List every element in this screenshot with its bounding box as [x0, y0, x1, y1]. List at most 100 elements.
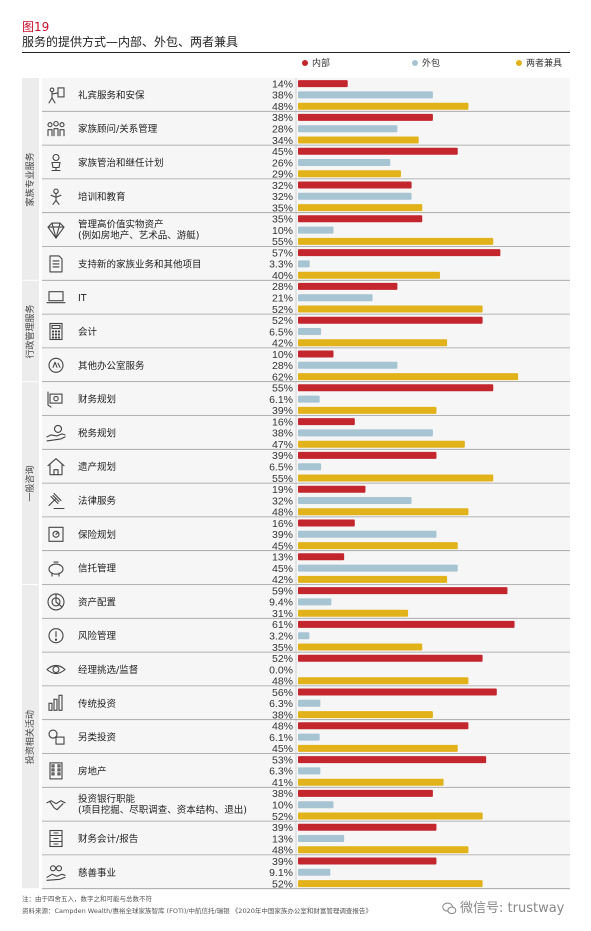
bar-internal: [298, 249, 501, 257]
value-label-both: 55%: [272, 473, 293, 485]
group-band-3: [22, 382, 39, 584]
bar-outsourced: [298, 835, 345, 842]
value-label-outsourced: 6.1%: [269, 732, 293, 744]
group-label-2: 行政管理服务: [24, 304, 36, 358]
bar-both: [298, 677, 469, 685]
bar-internal: [298, 857, 437, 865]
category-row-22: 投资银行职能(项目挖掘、尽职调查、资本结构、退出) 38%10%52%: [42, 787, 570, 823]
bar-chart-icon: [48, 694, 63, 711]
category-row-11: 税务规划 16%38%47%: [42, 416, 570, 451]
category-label: 家族管治和继任计划: [78, 157, 164, 169]
value-label-outsourced: 39%: [272, 529, 293, 541]
concierge-icon: [48, 87, 65, 104]
category-row-18: 经理挑选/监督 52%0.0%48%: [42, 652, 570, 688]
category-label: 风险管理: [78, 630, 117, 642]
value-label-outsourced: 10%: [272, 225, 293, 237]
bar-both: [298, 643, 423, 651]
category-label: 另类投资: [78, 732, 117, 744]
category-label-line-1: 管理高价值实物资产: [78, 219, 164, 231]
bar-internal: [298, 316, 483, 324]
category-label: 慈善事业: [78, 867, 116, 879]
category-row-13: 法律服务 19%32%48%: [42, 483, 570, 519]
bar-both: [298, 136, 419, 144]
bar-internal: [298, 350, 334, 358]
category-label: 会计: [78, 326, 98, 338]
laptop-icon: [46, 291, 66, 304]
legend-item-both: 两者兼具: [516, 56, 562, 69]
diamond-icon: [47, 222, 65, 239]
bar-outsourced: [298, 463, 322, 471]
bar-internal: [298, 80, 348, 88]
value-label-both: 52%: [272, 304, 293, 316]
legend-item-outsourced: 外包: [412, 56, 440, 69]
bar-internal: [298, 553, 345, 561]
group-label-4: 投资相关活动: [24, 710, 36, 764]
bar-both: [298, 575, 448, 583]
group-band-2: [22, 280, 39, 382]
bar-internal: [298, 282, 398, 290]
safe-icon: [48, 526, 64, 542]
document-icon: [49, 255, 63, 273]
bar-outsourced: [298, 226, 334, 234]
value-label-both: 42%: [272, 338, 293, 350]
value-label-internal: 61%: [272, 619, 293, 631]
value-label-outsourced: 32%: [272, 495, 293, 507]
bar-both: [298, 440, 465, 448]
value-label-outsourced: 32%: [272, 191, 293, 203]
bar-outsourced: [298, 497, 412, 504]
value-label-outsourced: 10%: [272, 800, 293, 812]
category-label: 保险规划: [78, 529, 116, 541]
bar-both: [298, 474, 494, 482]
value-label-outsourced: 45%: [272, 563, 293, 575]
category-label: 资产配置: [78, 596, 116, 608]
value-label-internal: 53%: [272, 754, 293, 766]
category-row-17: 风险管理 61%3.2%35%: [42, 618, 570, 654]
bar-both: [298, 102, 469, 110]
category-row-3: 家族管治和继任计划 45%26%29%: [42, 145, 570, 181]
category-label: 经理挑选/监督: [78, 664, 138, 676]
source-note: 资料来源：Campden Wealth/惠裕全球家族智库 (FOTI)/中航信托…: [22, 907, 372, 915]
value-label-outsourced: 26%: [272, 157, 293, 169]
category-label: 遗产规划: [78, 461, 116, 473]
category-label: 支持新的家族业务和其他项目: [78, 258, 202, 270]
governance-icon: [51, 153, 61, 172]
value-label-outsourced: 13%: [272, 833, 293, 845]
bar-internal: [298, 418, 355, 426]
category-label: 其他办公室服务: [78, 360, 145, 372]
value-label-both: 52%: [272, 878, 293, 890]
group-2: 行政管理服务: [22, 280, 39, 382]
figure-title: 服务的提供方式—内部、外包、两者兼具: [22, 35, 239, 49]
education-icon: [50, 188, 62, 205]
watermark: 微信号: trustway: [442, 897, 564, 916]
value-label-outsourced: 28%: [272, 124, 293, 136]
figure-label: 图19: [22, 20, 50, 34]
bar-outsourced: [298, 159, 391, 166]
category-row-14: 保险规划 16%39%45%: [42, 517, 570, 552]
legend-swatch-outsourced: [412, 59, 418, 66]
bar-both: [298, 542, 458, 550]
category-label: 礼宾服务和安保: [78, 89, 145, 101]
value-label-both: 29%: [272, 169, 293, 181]
value-label-both: 35%: [272, 202, 293, 214]
category-label-line-2: (例如房地产、艺术品、游艇): [78, 230, 199, 242]
category-row-23: 财务会计/报告 39%13%48%: [42, 821, 570, 857]
legend-swatch-internal: [302, 59, 308, 66]
bar-both: [298, 305, 483, 313]
bar-internal: [298, 147, 458, 155]
legend-label-both: 两者兼具: [526, 59, 563, 69]
value-label-internal: 13%: [272, 552, 293, 564]
bar-outsourced: [298, 632, 310, 640]
value-label-outsourced: 9.4%: [269, 597, 293, 609]
value-label-internal: 38%: [272, 788, 293, 800]
bar-both: [298, 508, 469, 516]
bar-both: [298, 373, 519, 381]
value-label-both: 55%: [272, 236, 293, 248]
bar-both: [298, 406, 437, 414]
value-label-outsourced: 3.3%: [269, 259, 293, 271]
bar-internal: [298, 620, 515, 628]
tax-hand-icon: [46, 424, 66, 442]
family-people-icon: [47, 120, 65, 137]
category-label: 房地产: [78, 765, 107, 777]
asset-allocation-icon: [47, 593, 65, 611]
